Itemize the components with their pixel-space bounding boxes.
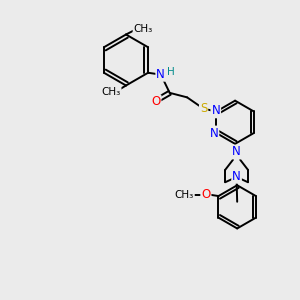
Text: N: N bbox=[156, 68, 165, 81]
Text: N: N bbox=[210, 127, 218, 140]
Text: O: O bbox=[201, 188, 211, 201]
Text: N: N bbox=[212, 104, 220, 117]
Text: CH₃: CH₃ bbox=[134, 24, 153, 34]
Text: H: H bbox=[167, 67, 175, 77]
Text: S: S bbox=[200, 102, 207, 115]
Text: O: O bbox=[151, 95, 160, 108]
Text: CH₃: CH₃ bbox=[175, 190, 194, 200]
Text: N: N bbox=[232, 146, 241, 158]
Text: N: N bbox=[232, 170, 241, 183]
Text: CH₃: CH₃ bbox=[101, 87, 121, 97]
